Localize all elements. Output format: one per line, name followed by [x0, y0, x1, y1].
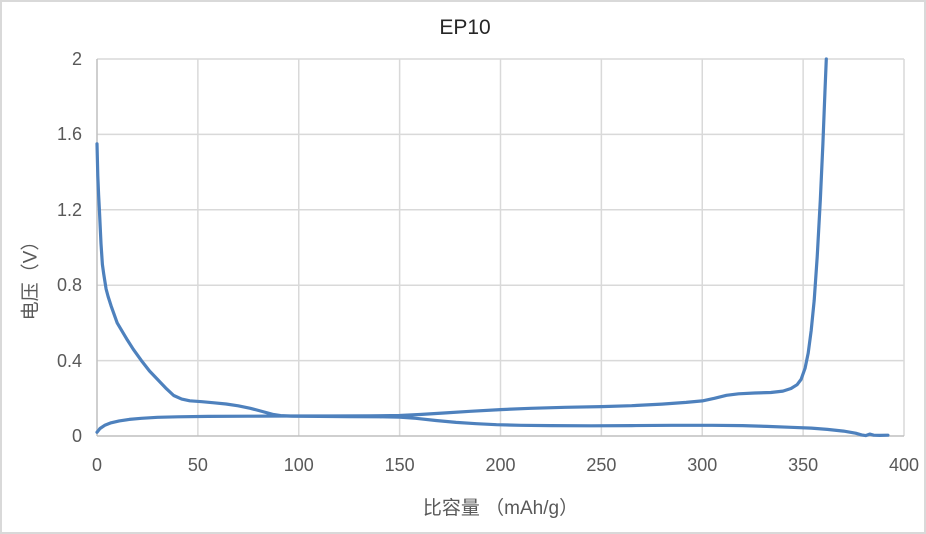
- y-tick-label: 1.2: [56, 199, 82, 220]
- x-tick-label: 250: [586, 455, 617, 475]
- y-tick-label: 2: [71, 49, 82, 69]
- charge-curve-line: [95, 57, 828, 434]
- x-tick-label: 100: [283, 455, 314, 475]
- x-axis-title: 比容量 （mAh/g）: [422, 498, 579, 519]
- x-tick-label: 50: [187, 455, 208, 475]
- x-tick-label: 350: [788, 455, 819, 475]
- y-tick-label: 1.6: [56, 124, 82, 145]
- x-tick-label: 150: [384, 455, 415, 475]
- y-tick-label: 0.4: [56, 350, 82, 371]
- chart-title: EP10: [439, 16, 491, 39]
- y-tick-label: 0: [71, 426, 82, 446]
- x-tick-label: 300: [687, 455, 718, 475]
- x-tick-label: 200: [485, 455, 516, 475]
- x-tick-label: 400: [888, 455, 920, 475]
- y-tick-label: 0.8: [56, 275, 82, 296]
- x-tick-label: 0: [91, 455, 102, 475]
